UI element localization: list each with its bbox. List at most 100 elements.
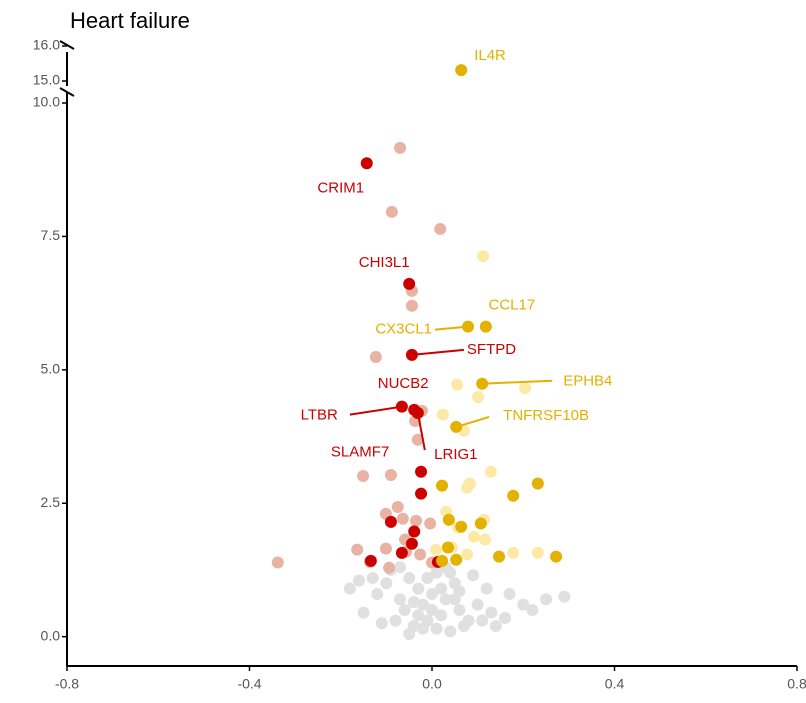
point: [405, 348, 418, 361]
point: [435, 609, 448, 622]
point-label: SLAMF7: [331, 444, 389, 461]
point-label: LTBR: [301, 407, 338, 424]
y-tick-label: 2.5: [41, 494, 61, 510]
point: [415, 465, 428, 478]
point: [531, 546, 544, 559]
point: [503, 587, 516, 600]
point: [461, 481, 474, 494]
point: [480, 582, 493, 595]
point: [351, 543, 364, 556]
point: [398, 603, 411, 616]
point: [477, 250, 490, 263]
point: [479, 320, 492, 333]
point: [444, 625, 457, 638]
y-tick-label: 5.0: [41, 361, 61, 377]
leader-line: [416, 412, 426, 451]
point: [450, 553, 463, 566]
point: [384, 515, 397, 528]
point: [384, 468, 397, 481]
point: [379, 542, 392, 555]
point: [430, 543, 443, 556]
point: [526, 603, 539, 616]
point-label: IL4R: [474, 47, 506, 64]
point: [396, 512, 409, 525]
point: [489, 619, 502, 632]
point: [375, 617, 388, 630]
point: [403, 277, 416, 290]
point: [412, 582, 425, 595]
point: [461, 548, 474, 561]
point: [478, 533, 491, 546]
leader-line: [411, 348, 465, 356]
point: [385, 205, 398, 218]
point: [403, 627, 416, 640]
point: [430, 566, 443, 579]
point: [383, 561, 396, 574]
point: [424, 517, 437, 530]
point-label: CCL17: [488, 297, 535, 314]
point: [462, 320, 475, 333]
point: [411, 407, 424, 420]
point: [558, 590, 571, 603]
point: [451, 378, 464, 391]
x-tick-label: -0.4: [237, 676, 261, 692]
point: [471, 598, 484, 611]
x-tick-label: 0.8: [787, 676, 806, 692]
point: [441, 541, 454, 554]
point: [353, 574, 365, 587]
point: [484, 465, 497, 478]
chart-title: Heart failure: [70, 8, 190, 33]
point: [472, 391, 485, 404]
axis-break: [59, 87, 75, 97]
x-tick-label: 0.4: [605, 676, 625, 692]
point: [453, 603, 466, 616]
point: [430, 622, 443, 635]
y-tick-label: 15.0: [33, 72, 60, 88]
point-label: CHI3L1: [359, 254, 410, 271]
point: [493, 550, 506, 563]
point: [371, 587, 384, 600]
point: [395, 546, 408, 559]
point-label: NUCB2: [378, 375, 429, 392]
point: [357, 606, 370, 619]
point: [507, 489, 520, 502]
point: [394, 141, 407, 154]
point: [408, 525, 421, 538]
point: [435, 582, 448, 595]
point: [364, 554, 377, 567]
point: [405, 537, 418, 550]
point: [394, 561, 407, 574]
point: [415, 487, 428, 500]
point: [412, 609, 425, 622]
point: [434, 222, 447, 235]
point: [394, 593, 407, 606]
point: [436, 554, 449, 567]
point: [380, 577, 393, 590]
point: [411, 433, 424, 446]
point: [467, 569, 480, 582]
point-label: CX3CL1: [375, 321, 432, 338]
y-tick-label: 16.0: [33, 37, 60, 53]
point: [389, 614, 402, 627]
point-label: TNFRSF10B: [503, 407, 589, 424]
leader-line: [349, 405, 403, 416]
point: [405, 299, 418, 312]
point: [416, 598, 429, 611]
point: [531, 477, 544, 490]
point: [360, 157, 373, 170]
point: [414, 548, 427, 561]
point: [436, 479, 449, 492]
point: [540, 593, 553, 606]
point: [407, 595, 420, 608]
point: [357, 470, 370, 483]
leader-line: [482, 379, 553, 385]
point: [410, 514, 423, 527]
point: [476, 614, 489, 627]
point: [517, 598, 530, 611]
point-label: LRIG1: [434, 446, 477, 463]
point: [271, 556, 284, 569]
point: [426, 587, 438, 600]
point: [453, 585, 466, 598]
point: [442, 513, 455, 526]
